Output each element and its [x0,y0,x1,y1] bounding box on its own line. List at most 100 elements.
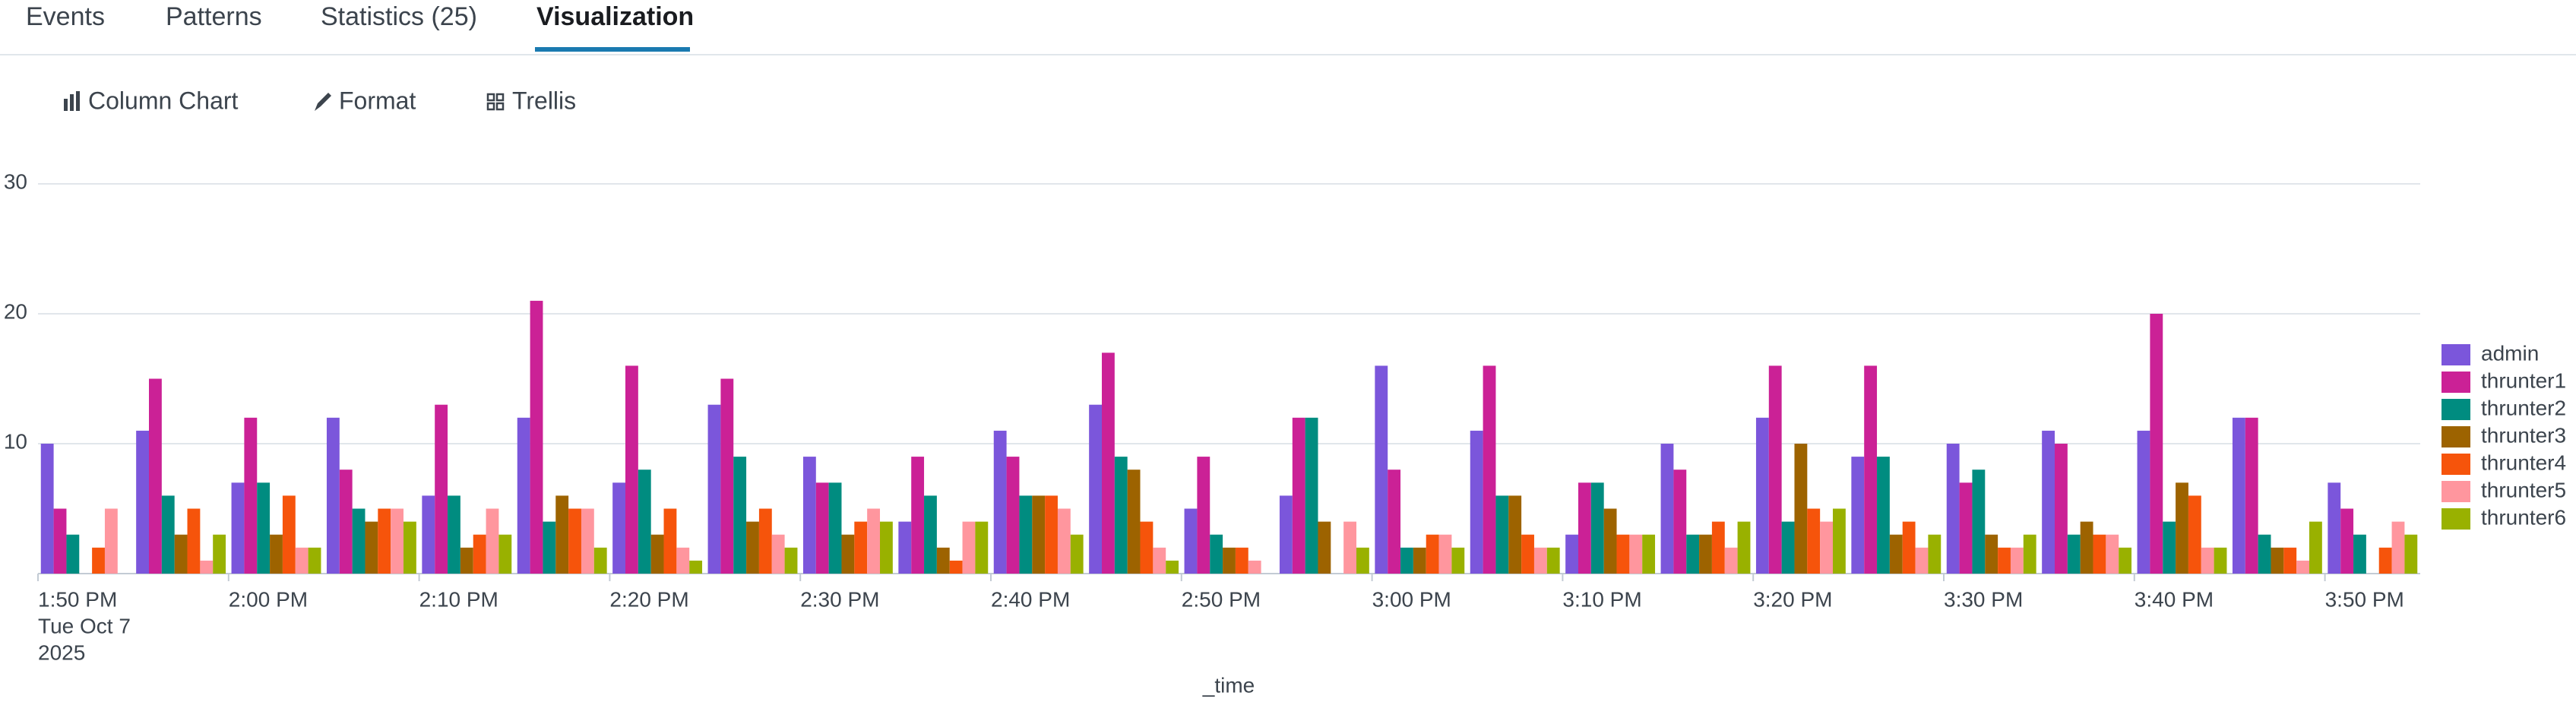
bar [1832,508,1846,574]
toolbar-button[interactable]: Column Chart [88,87,239,114]
bar [1210,534,1223,574]
bar [1343,521,1356,574]
bar [2010,547,2024,574]
x-tick-label: 2:10 PM [419,587,498,611]
bar [308,547,321,574]
bar [543,521,556,574]
bar [841,534,855,574]
bar [1864,365,1878,574]
bar [1223,547,1236,574]
bar [1413,547,1426,574]
bar [2271,547,2284,574]
bar [1533,547,1547,574]
bar [612,482,626,574]
bar [1590,482,1604,574]
bar [2055,444,2068,574]
x-tick-sublabel: 2025 [38,640,85,664]
bar [784,547,798,574]
bar [1140,521,1154,574]
tab[interactable]: Patterns [166,2,262,31]
bar [326,417,340,574]
bar [2258,534,2271,574]
bar [1889,534,1903,574]
bar [949,560,963,574]
bar [1768,365,1782,574]
toolbar-button[interactable]: Format [339,87,416,114]
legend-swatch [2442,399,2470,420]
legend-swatch [2442,508,2470,530]
tab[interactable]: Events [26,2,105,31]
bar [1998,547,2011,574]
x-tick-label: 3:20 PM [1753,587,1832,611]
bar [460,547,473,574]
bar [1781,521,1795,574]
legend-label: thrunter1 [2481,368,2566,392]
bar [2245,417,2258,574]
bar [1388,470,1401,574]
tab[interactable]: Statistics (25) [321,2,477,31]
bar [2340,508,2354,574]
bar [517,417,530,574]
bar [391,508,403,574]
bar [1902,521,1916,574]
bar [1660,444,1674,574]
bar [2106,534,2119,574]
bar [435,404,448,574]
bar [1045,495,1058,574]
bar [2214,547,2227,574]
bar [1438,534,1452,574]
bar [2080,521,2093,574]
bar [2378,547,2392,574]
bar [802,457,816,574]
bar [676,547,690,574]
legend-label: thrunter6 [2481,505,2566,529]
bar [2067,534,2081,574]
bar [746,521,759,574]
bar [1318,521,1331,574]
bar [1279,495,1293,574]
bar [720,378,734,574]
bar [898,521,912,574]
legend-label: thrunter2 [2481,396,2566,419]
tab-active[interactable]: Visualization [536,2,694,31]
x-tick-label: 3:30 PM [1944,587,2023,611]
bar [2163,521,2176,574]
bar [1089,404,1103,574]
bar [1724,547,1738,574]
bar [448,495,460,574]
bar [187,508,201,574]
bar [707,404,721,574]
bar [555,495,569,574]
y-tick-label: 20 [4,299,27,323]
bar [530,300,543,574]
x-tick-label: 3:50 PM [2325,587,2404,611]
bar [378,508,391,574]
legend-label: admin [2481,341,2539,365]
bar [2232,417,2245,574]
x-tick-label: 3:40 PM [2135,587,2214,611]
bar [352,508,366,574]
bar [1102,353,1115,574]
bar [1755,417,1769,574]
bar [2042,430,2055,574]
toolbar-button[interactable]: Trellis [512,87,576,114]
bar [498,534,512,574]
bar [1972,470,1986,574]
bar [2309,521,2322,574]
bar [1127,470,1141,574]
bar [1686,534,1700,574]
bar [993,430,1007,574]
bar [1248,560,1261,574]
x-tick-label: 2:30 PM [800,587,879,611]
bar [473,534,486,574]
bar [2296,560,2309,574]
bar [2023,534,2036,574]
bar [1521,534,1534,574]
bar [53,508,67,574]
bar [403,521,416,574]
legend-swatch [2442,344,2470,365]
bar [213,534,226,574]
x-tick-label: 1:50 PM [38,587,117,611]
x-tick-label: 2:40 PM [991,587,1070,611]
bar [1807,508,1821,574]
